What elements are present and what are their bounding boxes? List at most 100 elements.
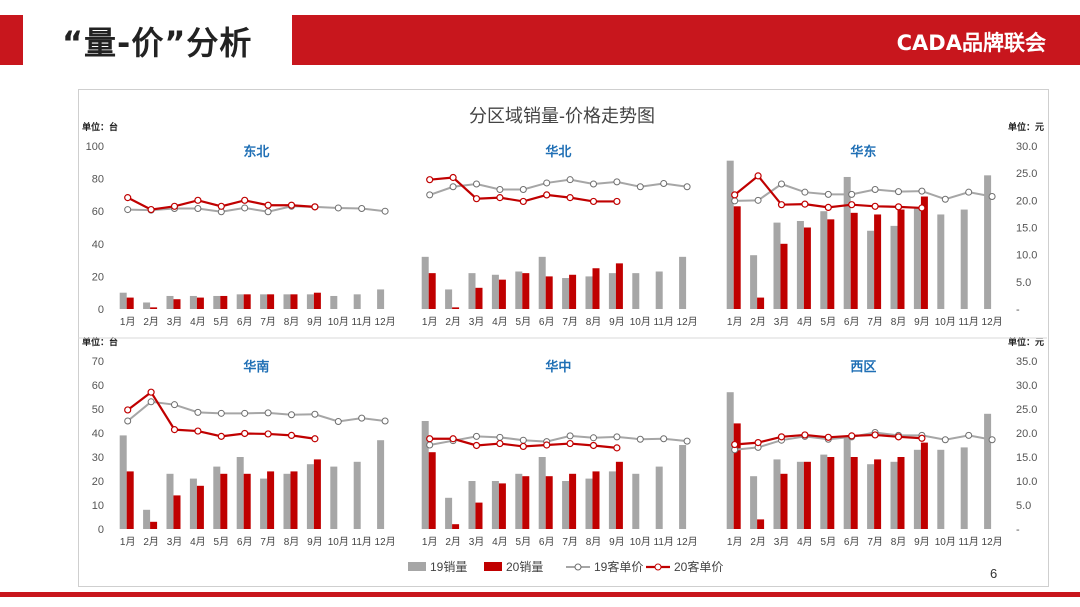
bar-20-sales bbox=[243, 473, 251, 529]
bar-19-sales bbox=[377, 289, 385, 309]
page-number: 6 bbox=[990, 566, 998, 581]
point-20-unit-price bbox=[894, 203, 903, 211]
month-tick-label: 8月 bbox=[284, 316, 300, 328]
month-tick-label: 5月 bbox=[214, 536, 230, 548]
bar-20-sales bbox=[897, 209, 905, 309]
bar-20-sales bbox=[267, 471, 275, 529]
bar-20-sales bbox=[545, 476, 553, 529]
month-tick-label: 11月 bbox=[959, 316, 979, 328]
bar-20-sales bbox=[290, 471, 298, 529]
point-19-unit-price bbox=[124, 417, 132, 425]
bar-20-sales bbox=[920, 196, 928, 309]
month-tick-label: 8月 bbox=[284, 536, 300, 548]
bar-19-sales bbox=[562, 278, 570, 309]
bar-20-sales bbox=[850, 212, 858, 309]
point-19-unit-price bbox=[754, 196, 762, 204]
bar-20-sales bbox=[592, 471, 600, 529]
bar-19-sales bbox=[538, 457, 546, 529]
bar-19-sales bbox=[632, 473, 640, 529]
bar-19-sales bbox=[585, 276, 593, 309]
bar-19-sales bbox=[189, 478, 197, 529]
right-axis-tick-label: 20.0 bbox=[1016, 195, 1037, 207]
point-20-unit-price bbox=[801, 200, 809, 208]
month-tick-label: 3月 bbox=[469, 316, 485, 328]
point-19-unit-price bbox=[194, 204, 202, 212]
legend-label-19-sales: 19销量 bbox=[430, 560, 467, 574]
point-20-unit-price bbox=[124, 406, 132, 414]
bar-19-sales bbox=[119, 292, 127, 309]
bar-20-sales bbox=[592, 268, 600, 309]
month-tick-label: 6月 bbox=[844, 316, 860, 328]
bar-20-sales bbox=[220, 295, 228, 309]
bar-19-sales bbox=[655, 271, 663, 309]
bar-20-sales bbox=[126, 471, 134, 529]
bar-19-sales bbox=[143, 509, 151, 529]
bar-19-sales bbox=[913, 449, 921, 529]
bar-19-sales bbox=[726, 392, 734, 529]
right-axis-tick-label: 25.0 bbox=[1016, 168, 1037, 180]
month-tick-label: 11月 bbox=[654, 316, 674, 328]
month-tick-label: 9月 bbox=[914, 316, 930, 328]
month-tick-label: 5月 bbox=[214, 316, 230, 328]
point-19-unit-price bbox=[288, 411, 295, 419]
left-axis-tick-label: 40 bbox=[92, 428, 104, 440]
brand-label: CADA品牌联会 bbox=[896, 31, 1046, 55]
point-20-unit-price bbox=[543, 441, 551, 449]
point-19-unit-price bbox=[311, 410, 319, 418]
point-20-unit-price bbox=[426, 176, 434, 184]
region-label: 华东 bbox=[850, 144, 876, 159]
bar-20-sales bbox=[475, 502, 483, 529]
bar-19-sales bbox=[491, 274, 499, 309]
point-20-unit-price bbox=[217, 202, 225, 210]
point-20-unit-price bbox=[264, 201, 272, 209]
bar-19-sales bbox=[260, 294, 268, 309]
point-19-unit-price bbox=[988, 193, 996, 201]
point-20-unit-price bbox=[170, 426, 179, 434]
header-accent-bar-left bbox=[0, 15, 23, 65]
bar-20-sales bbox=[733, 423, 741, 529]
point-20-unit-price bbox=[287, 431, 296, 439]
bar-19-sales bbox=[679, 256, 687, 309]
bar-20-sales bbox=[757, 519, 765, 529]
right-axis-tick-label: - bbox=[1016, 524, 1020, 536]
point-19-unit-price bbox=[613, 433, 621, 441]
bar-19-sales bbox=[867, 230, 875, 309]
point-20-unit-price bbox=[871, 202, 879, 210]
month-tick-label: 2月 bbox=[445, 536, 461, 548]
bar-19-sales bbox=[143, 302, 151, 309]
point-19-unit-price bbox=[519, 185, 527, 193]
legend-marker-20-unit-price bbox=[654, 563, 662, 571]
bar-20-sales bbox=[196, 485, 204, 529]
month-tick-label: 12月 bbox=[677, 536, 698, 548]
bar-19-sales bbox=[890, 461, 898, 529]
month-tick-label: 11月 bbox=[959, 536, 979, 548]
point-20-unit-price bbox=[217, 432, 225, 440]
month-tick-label: 7月 bbox=[867, 316, 883, 328]
point-20-unit-price bbox=[311, 203, 319, 211]
month-tick-label: 7月 bbox=[260, 536, 276, 548]
bar-19-sales bbox=[937, 449, 945, 529]
region-label: 东北 bbox=[243, 144, 269, 159]
bar-19-sales bbox=[260, 478, 268, 529]
month-tick-label: 10月 bbox=[630, 316, 651, 328]
bar-19-sales bbox=[353, 461, 361, 529]
left-axis-tick-label: 0 bbox=[98, 304, 104, 316]
right-axis-tick-label: 35.0 bbox=[1016, 356, 1037, 368]
bar-19-sales bbox=[820, 454, 828, 529]
bar-19-sales bbox=[538, 256, 546, 309]
bar-20-sales bbox=[313, 292, 321, 309]
point-19-unit-price bbox=[426, 191, 434, 199]
bar-20-sales bbox=[615, 461, 623, 529]
bar-19-sales bbox=[913, 207, 921, 309]
point-20-unit-price bbox=[449, 173, 457, 182]
month-tick-label: 10月 bbox=[328, 316, 349, 328]
point-19-unit-price bbox=[941, 195, 949, 203]
bar-19-sales bbox=[960, 447, 968, 529]
point-19-unit-price bbox=[636, 435, 644, 443]
bar-19-sales bbox=[213, 466, 221, 529]
bar-20-sales bbox=[545, 276, 553, 309]
bar-20-sales bbox=[920, 442, 928, 529]
bar-20-sales bbox=[267, 294, 275, 309]
point-19-unit-price bbox=[590, 434, 597, 442]
right-axis-tick-label: 15.0 bbox=[1016, 223, 1037, 235]
